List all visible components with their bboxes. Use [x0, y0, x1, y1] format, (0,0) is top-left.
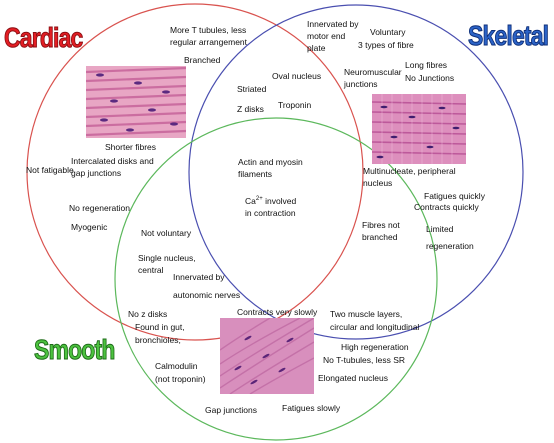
label-myogenic: Myogenic [71, 222, 108, 232]
label-two-layers-1: Two muscle layers, [330, 309, 403, 319]
label-fibres-not-1: Fibres not [362, 220, 400, 230]
label-regular-arrangement: regular arrangement [170, 37, 248, 47]
label-innervated-motor-3: plate [307, 43, 326, 53]
label-three-types: 3 types of fibre [358, 40, 414, 50]
label-innervated-autonomic-2: autonomic nerves [173, 290, 241, 300]
calcium-superscript: 2+ [255, 196, 263, 202]
label-calmodulin-1: Calmodulin [155, 361, 198, 371]
label-striated: Striated [237, 84, 267, 94]
label-z-disks: Z disks [237, 104, 264, 114]
label-voluntary: Voluntary [370, 27, 406, 37]
label-gap-junctions: Gap junctions [205, 405, 257, 415]
label-innervated-motor-2: motor end [307, 31, 346, 41]
label-two-layers-2: circular and longitudinal [330, 322, 420, 332]
label-calcium: Ca2+ involved [245, 194, 296, 206]
label-innervated-motor-1: Innervated by [307, 19, 359, 29]
label-limited-2: regeneration [426, 241, 474, 251]
label-no-junctions: No Junctions [405, 73, 455, 83]
label-neuromuscular-1: Neuromuscular [344, 67, 402, 77]
label-high-regeneration: High regeneration [341, 342, 409, 352]
label-contracts-slowly: Contracts very slowly [237, 307, 318, 317]
skeletal-title: Skeletal [468, 20, 550, 52]
label-intercalated-1: Intercalated disks and [71, 156, 154, 166]
label-multinucleate-2: nucleus [363, 178, 393, 188]
label-not-fatigable: Not fatigable [26, 165, 74, 175]
label-innervated-autonomic-1: Innervated by [173, 272, 225, 282]
cardiac-circle [26, 3, 364, 341]
label-in-contraction: in contraction [245, 208, 296, 218]
label-shorter-fibres: Shorter fibres [105, 142, 157, 152]
label-fatigues-slowly: Fatigues slowly [282, 403, 341, 413]
cardiac-tissue-image [86, 66, 186, 138]
cardiac-title: Cardiac [4, 22, 84, 54]
label-contracts-quickly: Contracts quickly [414, 202, 479, 212]
smooth-circle [114, 117, 438, 441]
calcium-involved-text: involved [262, 195, 297, 206]
label-troponin: Troponin [278, 100, 312, 110]
label-intercalated-2: gap junctions [71, 168, 122, 178]
label-long-fibres: Long fibres [405, 60, 448, 70]
label-no-t-tubules: No T-tubules, less SR [323, 355, 406, 365]
smooth-tissue-image [220, 318, 314, 394]
label-oval-nucleus: Oval nucleus [272, 71, 322, 81]
calcium-text: Ca [245, 195, 256, 206]
skeletal-tissue-image [372, 94, 466, 164]
label-more-t-tubules: More T tubules, less [170, 25, 247, 35]
label-single-nucleus-2: central [138, 265, 164, 275]
label-found-in-gut-2: bronchioles, [135, 335, 181, 345]
label-no-z-disks: No z disks [128, 309, 168, 319]
label-calmodulin-2: (not troponin) [155, 374, 206, 384]
label-found-in-gut-1: Found in gut, [135, 322, 185, 332]
label-single-nucleus-1: Single nucleus, [138, 253, 196, 263]
skeletal-circle [188, 4, 524, 340]
smooth-title: Smooth [34, 334, 116, 366]
label-actin-myosin-2: filaments [238, 169, 273, 179]
label-no-regeneration: No regeneration [69, 203, 130, 213]
label-elongated-nucleus: Elongated nucleus [318, 373, 388, 383]
label-not-voluntary: Not voluntary [141, 228, 192, 238]
label-actin-myosin-1: Actin and myosin [238, 157, 303, 167]
label-multinucleate-1: Multinucleate, peripheral [363, 166, 456, 176]
label-branched: Branched [184, 55, 221, 65]
label-limited-1: Limited [426, 224, 454, 234]
label-neuromuscular-2: junctions [344, 79, 378, 89]
label-fibres-not-2: branched [362, 232, 398, 242]
label-fatigues-quickly: Fatigues quickly [424, 191, 485, 201]
